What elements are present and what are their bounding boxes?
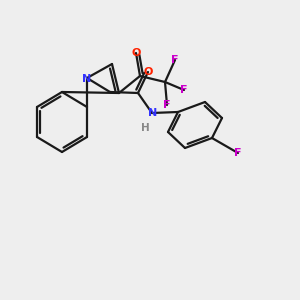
Text: F: F bbox=[163, 100, 171, 110]
Text: F: F bbox=[171, 55, 179, 65]
Text: F: F bbox=[234, 148, 242, 158]
Text: N: N bbox=[148, 108, 158, 118]
Text: H: H bbox=[141, 123, 149, 133]
Text: O: O bbox=[143, 67, 153, 77]
Text: O: O bbox=[131, 48, 141, 58]
Text: F: F bbox=[180, 85, 188, 95]
Text: N: N bbox=[82, 74, 91, 84]
